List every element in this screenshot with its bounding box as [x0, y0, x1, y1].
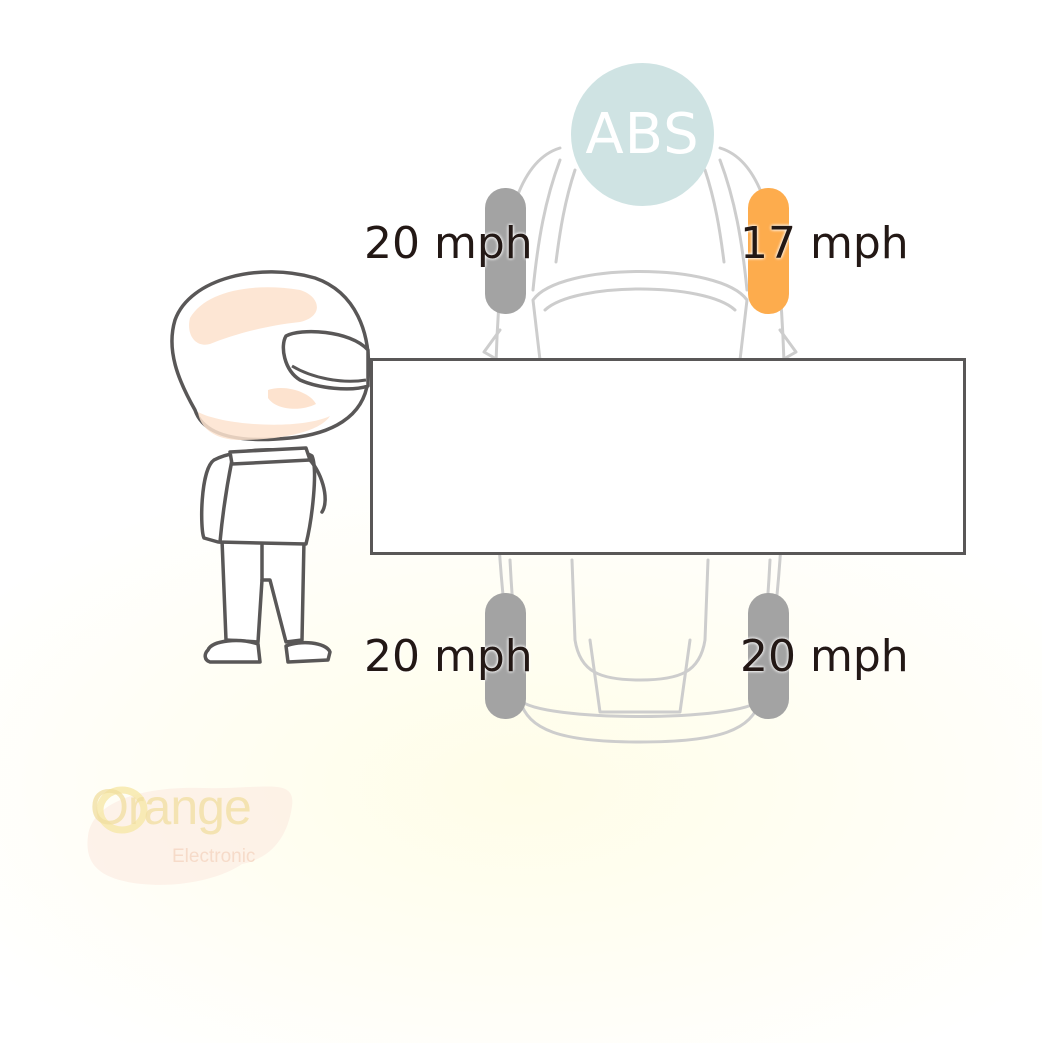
speed-front-right: 17 mph	[740, 218, 909, 269]
abs-label: ABS	[585, 102, 700, 167]
message-box	[370, 358, 966, 555]
speed-rear-right: 20 mph	[740, 631, 909, 682]
speed-rear-left: 20 mph	[364, 631, 533, 682]
background-glow	[0, 470, 1042, 1043]
logo-subtitle: Electronic	[172, 846, 256, 867]
wheel-front-left	[485, 188, 526, 314]
speed-front-left: 20 mph	[364, 218, 533, 269]
wheel-front-right	[748, 188, 789, 314]
wheel-rear-left	[485, 593, 526, 719]
orange-electronic-logo: Orange Electronic	[82, 766, 302, 892]
abs-icon: ABS	[571, 63, 714, 206]
wheel-rear-right	[748, 593, 789, 719]
logo-brand: Orange	[90, 779, 252, 835]
